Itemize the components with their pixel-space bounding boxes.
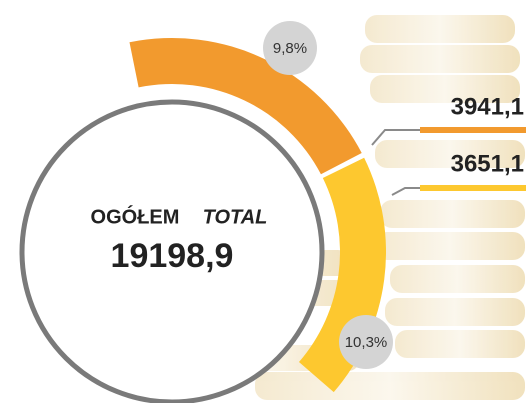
value-label: 3651,1	[451, 150, 524, 177]
label-bar	[420, 185, 526, 191]
total-caption-en: TOTAL	[203, 206, 268, 228]
value-label: 3941,1	[451, 93, 524, 120]
total-value: 19198,9	[111, 237, 234, 275]
leader-line	[392, 188, 420, 195]
share-label: 10,3%	[345, 334, 388, 351]
total-caption: OGÓŁEM	[91, 204, 180, 228]
chart: OGÓŁEM TOTAL 19198,9 9,8% 10,3% 3941,1 3…	[0, 0, 531, 403]
share-label: 9,8%	[273, 40, 307, 57]
label-bar	[420, 127, 526, 133]
